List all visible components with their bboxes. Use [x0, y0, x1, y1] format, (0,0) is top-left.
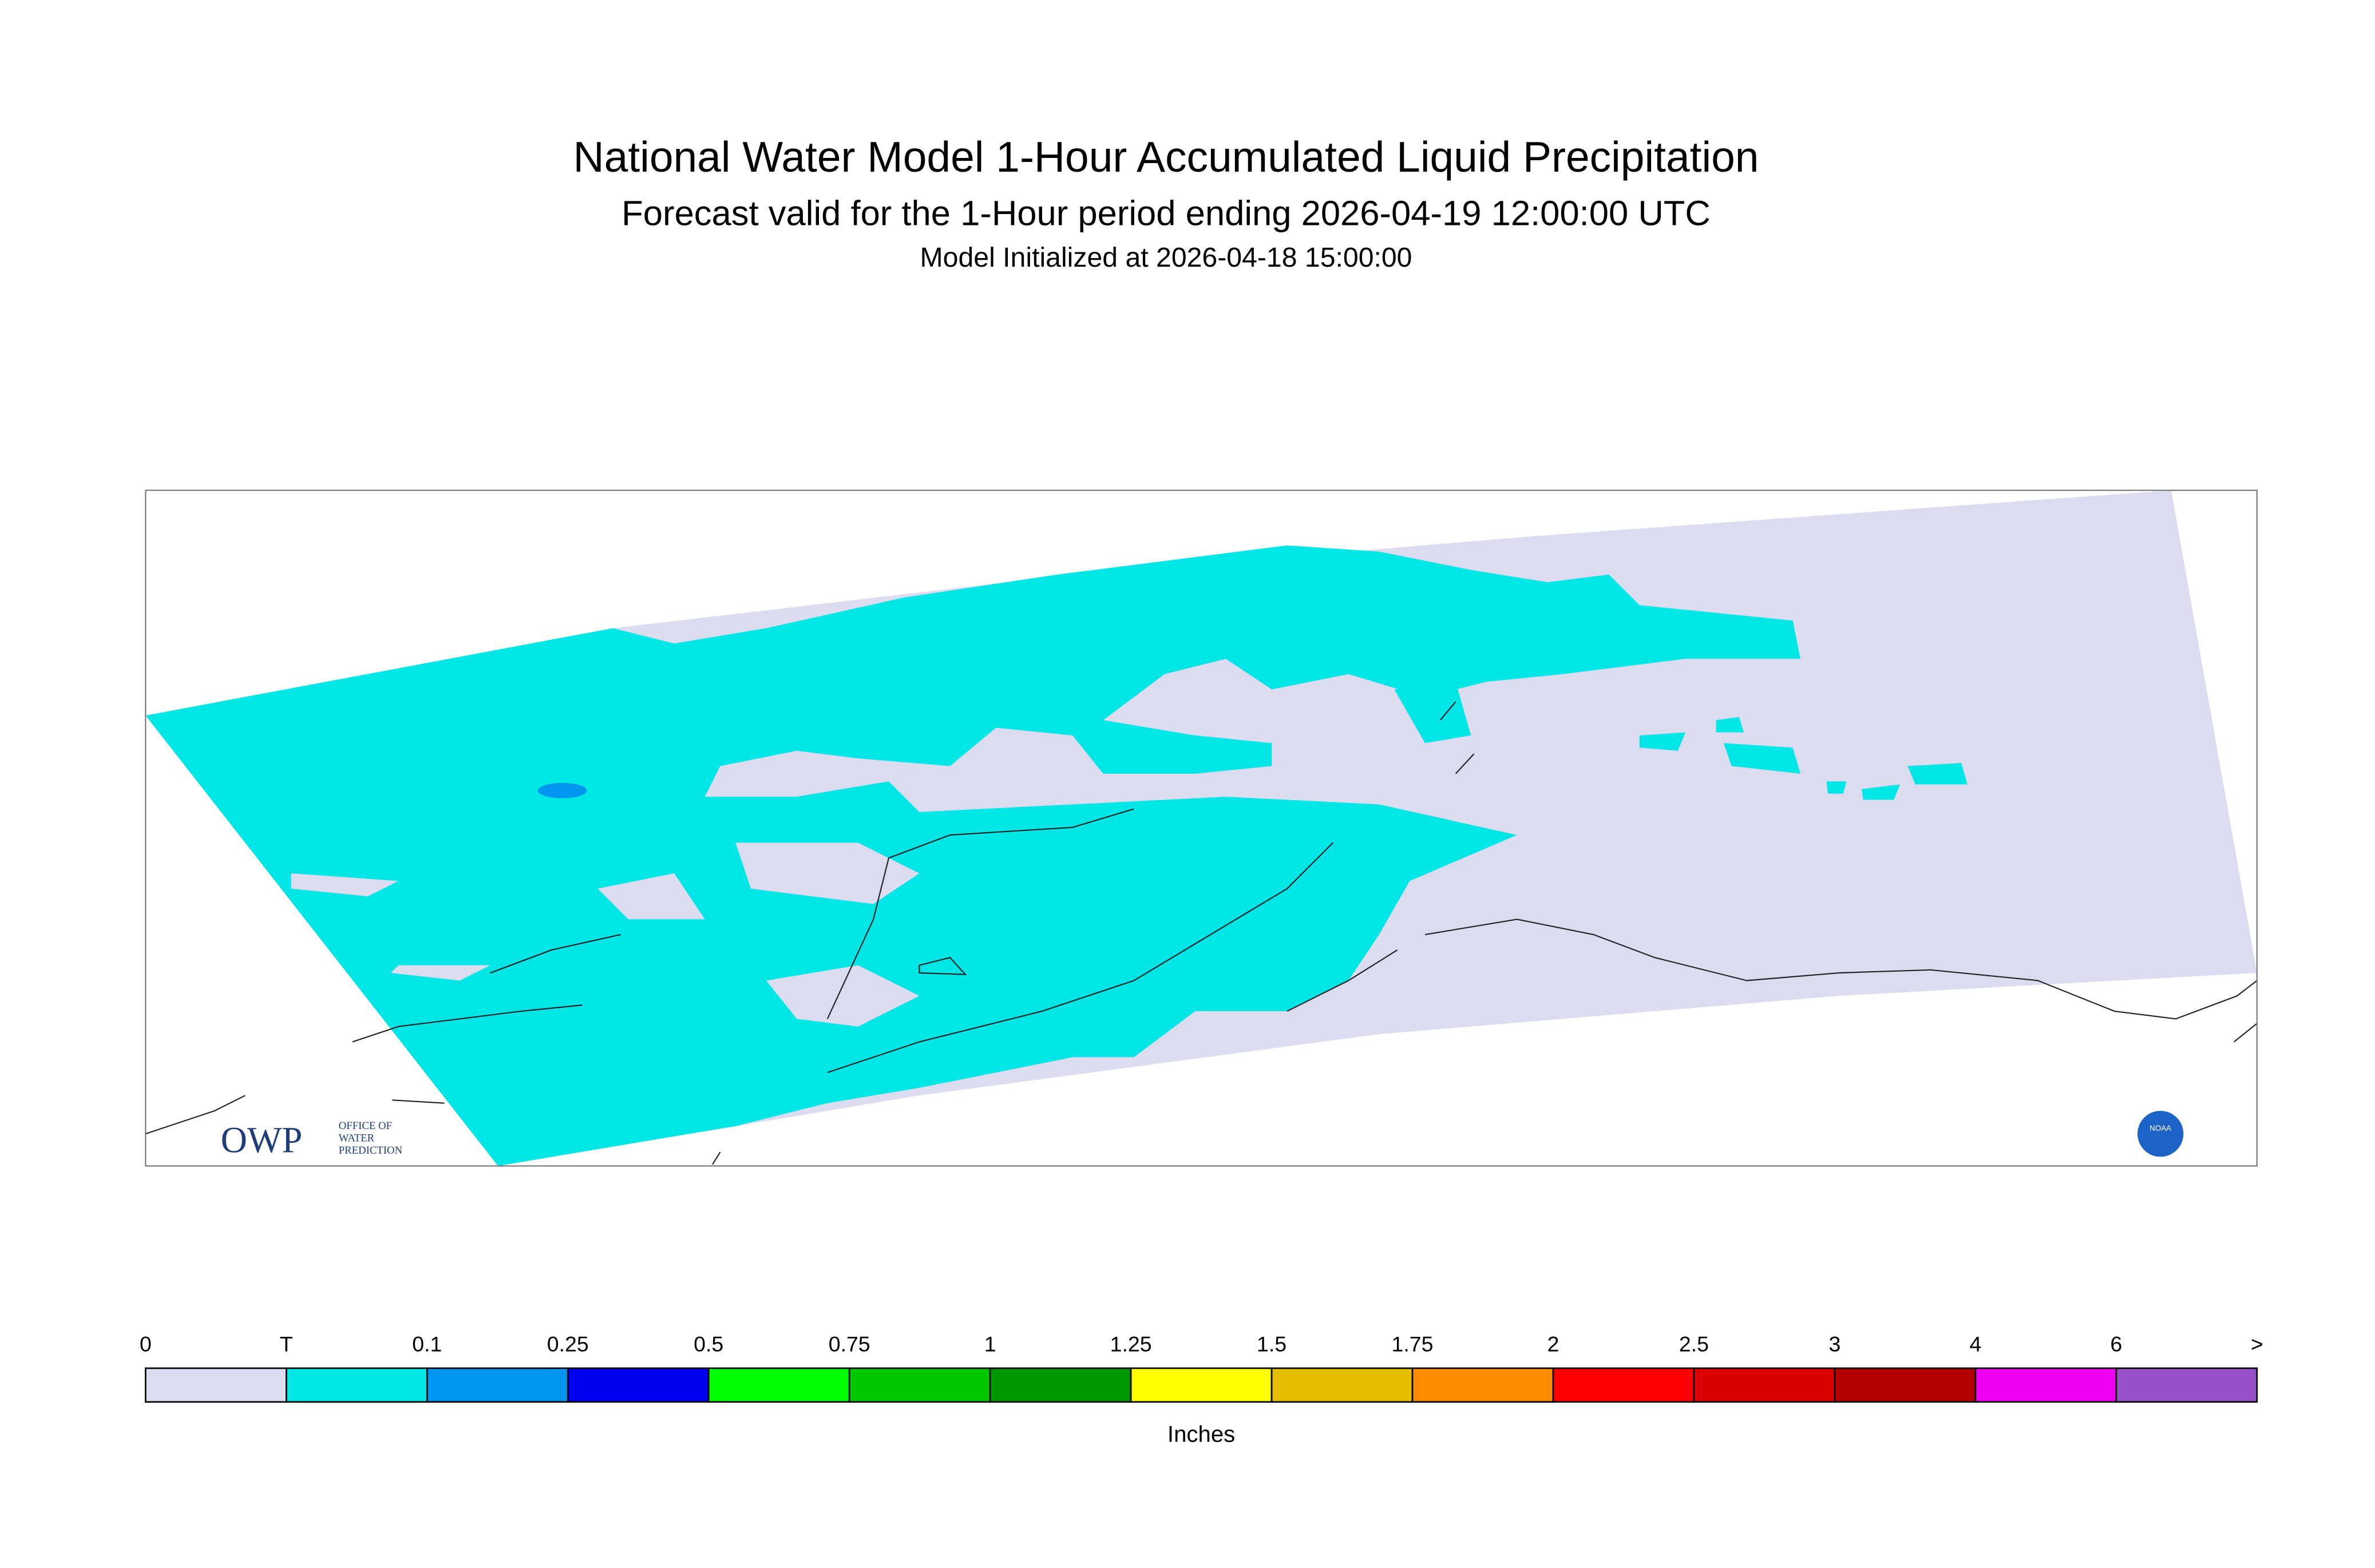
colorbar-label: 1.75: [1392, 1332, 1434, 1356]
colorbar-box: [1974, 1367, 2117, 1403]
colorbar-box: [1693, 1367, 1836, 1403]
colorbar-label: 1.25: [1110, 1332, 1152, 1356]
precip-area: [537, 783, 587, 798]
colorbar-box: [2115, 1367, 2258, 1403]
colorbar-box: [1411, 1367, 1554, 1403]
colorbar-label: T: [280, 1332, 293, 1356]
colorbar-label: 6: [2110, 1332, 2122, 1356]
noaa-logo-text: NOAA: [2150, 1124, 2171, 1133]
colorbar-label: 0.75: [829, 1332, 870, 1356]
colorbar-label: 4: [1969, 1332, 1981, 1356]
precip-area: [291, 842, 920, 1027]
owp-logo: OWP: [221, 1119, 303, 1160]
colorbar-label: 1.5: [1257, 1332, 1287, 1356]
colorbar: 0 T 0.1 0.25 0.5 0.75 1 1.25 1.5 1.75 2 2.5 3 4 6 >: [140, 1332, 2263, 1403]
map: OWP OFFICE OF WATER PREDICTION NOAA: [145, 489, 2258, 1167]
colorbar-box: [989, 1367, 1132, 1403]
colorbar-label: 0.1: [412, 1332, 442, 1356]
owp-logo-text: PREDICTION: [339, 1145, 403, 1157]
colorbar-label: 0: [140, 1332, 152, 1356]
colorbar-label: 3: [1828, 1332, 1840, 1356]
noaa-logo: [2137, 1111, 2184, 1157]
colorbar-box: [1834, 1367, 1977, 1403]
colorbar-box: [707, 1367, 850, 1403]
colorbar-box: [1270, 1367, 1414, 1403]
precip-area: [1394, 682, 1968, 800]
precip-area: [145, 545, 1800, 1166]
colorbar-box: [848, 1367, 991, 1403]
colorbar-label: 0.5: [694, 1332, 723, 1356]
colorbar-label: >: [2251, 1332, 2263, 1356]
colorbar-box: [1130, 1367, 1273, 1403]
colorbar-label: 1: [984, 1332, 996, 1356]
owp-logo-text: OFFICE OF: [339, 1120, 392, 1132]
map-frame: [145, 489, 2258, 1167]
colorbar-box: [426, 1367, 569, 1403]
colorbar-label: 2.5: [1679, 1332, 1709, 1356]
colorbar-units: Inches: [1167, 1421, 1235, 1447]
colorbar-label: 2: [1547, 1332, 1559, 1356]
coastlines: [145, 701, 2257, 1165]
colorbar-box: [145, 1367, 287, 1403]
colorbar-box: [567, 1367, 710, 1403]
owp-logo-text: WATER: [339, 1133, 375, 1145]
title: National Water Model 1-Hour Accumulated …: [573, 133, 1759, 181]
subtitle: Forecast valid for the 1-Hour period end…: [622, 194, 1711, 233]
colorbar-box: [286, 1367, 428, 1403]
colorbar-label: 0.25: [547, 1332, 589, 1356]
init-time: Model Initialized at 2026-04-18 15:00:00: [920, 242, 1412, 273]
colorbar-box: [1552, 1367, 1695, 1403]
